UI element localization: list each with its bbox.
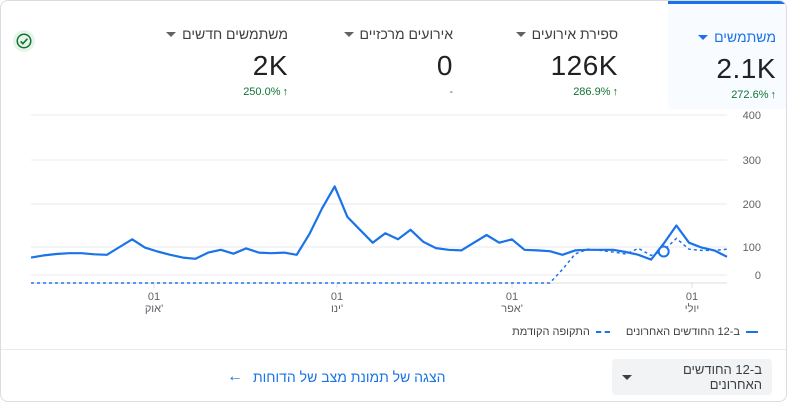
x-tick-month: יולי	[685, 302, 699, 315]
legend-label-current: ב-12 החודשים האחרונים	[625, 326, 740, 338]
delta-value: 272.6%	[731, 89, 769, 101]
metric-label: משתמשים	[714, 29, 776, 45]
dropdown-arrow-icon[interactable]	[343, 31, 354, 37]
metric-label: ספירת אירועים	[531, 26, 618, 42]
y-tick-label: 200	[743, 199, 761, 211]
delta-value: 250.0%	[243, 86, 281, 98]
arrow-left-icon: ←	[227, 368, 243, 385]
x-tick-day: 01	[331, 291, 343, 303]
delta-value: -	[449, 86, 453, 98]
x-tick-day: 01	[148, 291, 160, 303]
metric-label: אירועים מרכזיים	[359, 26, 453, 42]
series-line-current	[30, 185, 728, 261]
arrow-up-icon: ↑	[770, 88, 777, 101]
legend-item-previous: התקופה הקודמת	[512, 326, 610, 338]
metric-label: משתמשים חדשים	[182, 26, 288, 42]
dropdown-arrow-icon	[622, 374, 632, 380]
arrow-up-icon: ↑	[612, 85, 619, 98]
solid-line-icon	[746, 331, 758, 333]
dropdown-arrow-icon[interactable]	[698, 34, 709, 40]
y-tick-label: 100	[743, 242, 761, 254]
y-tick-label: 300	[743, 155, 761, 167]
dashed-line-icon	[595, 331, 610, 333]
metric-delta: 250.0% ↑	[243, 86, 288, 98]
metric-delta: -	[449, 86, 453, 98]
metric-tab-key-events[interactable]: אירועים מרכזיים 0 -	[313, 1, 463, 109]
metric-tab-new-users[interactable]: משתמשים חדשים 2K 250.0% ↑	[128, 1, 298, 109]
metric-value: 126K	[550, 50, 618, 81]
period-selector-button[interactable]: ב-12 החודשים האחרונים	[612, 359, 772, 395]
series-line-previous	[31, 237, 728, 284]
footer-divider	[1, 349, 786, 350]
metric-tab-event-count[interactable]: ספירת אירועים 126K 286.9% ↑	[463, 1, 628, 109]
arrow-up-icon: ↑	[282, 85, 289, 98]
y-tick-label: 0	[755, 270, 761, 282]
delta-value: 286.9%	[573, 86, 611, 98]
metric-value: 2.1K	[716, 53, 776, 84]
x-tick-day: 01	[686, 291, 698, 303]
metric-delta: 286.9% ↑	[573, 86, 618, 98]
period-selector-label: ב-12 החודשים האחרונים	[683, 362, 762, 392]
x-tick-day: 01	[506, 291, 518, 303]
check-circle-icon	[13, 30, 35, 52]
metric-delta: 272.6% ↑	[731, 89, 776, 101]
metric-tab-users[interactable]: משתמשים 2.1K 272.6% ↑	[668, 1, 786, 109]
dropdown-arrow-icon[interactable]	[515, 31, 526, 37]
legend-label-previous: התקופה הקודמת	[512, 326, 590, 338]
chart-legend: ב-12 החודשים האחרונים התקופה הקודמת	[512, 326, 758, 338]
dropdown-arrow-icon[interactable]	[166, 31, 177, 37]
metric-value: 2K	[252, 50, 288, 81]
report-link-label: הצגה של תמונת מצב של הדוחות	[253, 369, 446, 385]
y-tick-label: 400	[743, 110, 761, 122]
x-tick-month: אפר'	[501, 303, 523, 315]
x-tick-month: ינו'	[331, 303, 343, 315]
view-reports-snapshot-link[interactable]: ← הצגה של תמונת מצב של הדוחות	[227, 368, 446, 386]
highlight-point[interactable]	[657, 245, 670, 258]
x-tick-month: אוק'	[145, 303, 163, 315]
legend-item-current: ב-12 החודשים האחרונים	[626, 326, 758, 338]
metric-value: 0	[436, 50, 453, 81]
